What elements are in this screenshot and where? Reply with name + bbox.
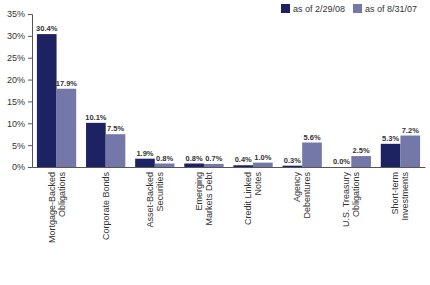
data-label: 0.4% [235,155,252,164]
y-tick-label: 35% [7,9,25,19]
y-tick-mark [28,101,32,102]
legend-label: as of 2/29/08 [293,4,345,14]
y-axis-line [28,15,33,168]
y-tick-label: 30% [7,31,25,41]
y-tick: 0% [12,162,32,172]
bar [253,163,273,167]
data-label: 7.2% [402,126,419,135]
bar [37,34,57,167]
y-tick-label: 20% [7,75,25,85]
y-tick-mark [28,145,32,146]
x-tick-label: Asset-BackedSecurities [145,172,165,228]
x-tick: EmergingMarkets Debt [194,172,214,226]
data-label: 0.8% [156,154,173,163]
y-tick-mark [28,36,32,37]
y-tick-label: 25% [7,53,25,63]
y-tick-label: 5% [12,141,25,151]
y-tick: 10% [7,119,32,129]
x-axis: Mortgage-BackedObligations Corporate Bond… [33,168,426,244]
bar [135,159,155,167]
data-label: 0.3% [284,156,301,165]
data-label: 0.7% [205,154,222,163]
data-labels: 30.4%10.1%1.9%0.8%0.4%0.3%0.0%5.3%17.9%7… [36,24,419,166]
y-tick-mark [28,123,32,124]
y-tick: 35% [7,9,32,19]
y-axis: 0% 5% 10% 15% 20% 25% 30% 35% [7,9,33,172]
bar [381,144,401,167]
data-label: 1.0% [254,153,271,162]
bar [351,156,371,167]
bar [332,167,352,168]
legend-swatch [353,4,362,13]
x-axis-line [33,167,426,168]
data-label: 30.4% [36,24,58,33]
legend-label: as of 8/31/07 [365,4,417,14]
legend-item: as of 8/31/07 [353,4,417,14]
x-tick-label: Mortgage-BackedObligations [47,172,67,244]
x-tick-label: Credit LinkedNotes [243,172,263,226]
data-label: 1.9% [136,149,153,158]
y-tick-mark [28,80,32,81]
legend-swatch [281,4,290,13]
chart: 30.4%10.1%1.9%0.8%0.4%0.3%0.0%5.3%17.9%7… [0,0,430,285]
x-tick: Asset-BackedSecurities [145,172,165,228]
y-tick: 25% [7,53,32,63]
data-label: 2.5% [353,146,370,155]
data-label: 17.9% [56,79,78,88]
x-tick: Corporate Bonds [101,172,111,241]
data-label: 0.8% [186,154,203,163]
bar [400,136,420,167]
plot: 30.4%10.1%1.9%0.8%0.4%0.3%0.0%5.3%17.9%7… [7,9,426,243]
x-tick-label: Short-termInvestments [390,172,410,221]
y-tick-mark [28,167,32,168]
y-tick: 30% [7,31,32,41]
y-tick: 15% [7,97,32,107]
x-tick: Mortgage-BackedObligations [47,172,67,244]
x-tick-label: EmergingMarkets Debt [194,172,214,226]
bars [37,34,420,167]
x-tick-label: AgencyDebentures [292,172,312,219]
legend-item: as of 2/29/08 [281,4,345,14]
y-tick-mark [28,14,32,15]
x-tick-label: Corporate Bonds [101,172,111,241]
bar [57,89,77,167]
x-tick: U.S. TreasuryObligations [341,172,361,228]
bar [184,164,204,167]
bar [302,143,322,167]
data-label: 5.6% [303,133,320,142]
bar [155,164,175,167]
bar [283,166,303,167]
data-label: 5.3% [382,134,399,143]
data-label: 0.0% [333,157,350,166]
data-label: 10.1% [85,113,107,122]
data-label: 7.5% [107,124,124,133]
bar [86,123,106,167]
x-tick: Short-termInvestments [390,172,410,221]
y-tick-label: 0% [12,162,25,172]
bar [204,164,224,167]
y-tick-mark [28,58,32,59]
y-tick: 5% [12,141,32,151]
y-tick-label: 10% [7,119,25,129]
bar [233,165,253,167]
legend: as of 2/29/08 as of 8/31/07 [281,4,417,14]
y-tick-label: 15% [7,97,25,107]
x-tick: AgencyDebentures [292,172,312,219]
x-tick: Credit LinkedNotes [243,172,263,226]
bar [106,134,126,167]
x-tick-label: U.S. TreasuryObligations [341,172,361,228]
y-tick: 20% [7,75,32,85]
